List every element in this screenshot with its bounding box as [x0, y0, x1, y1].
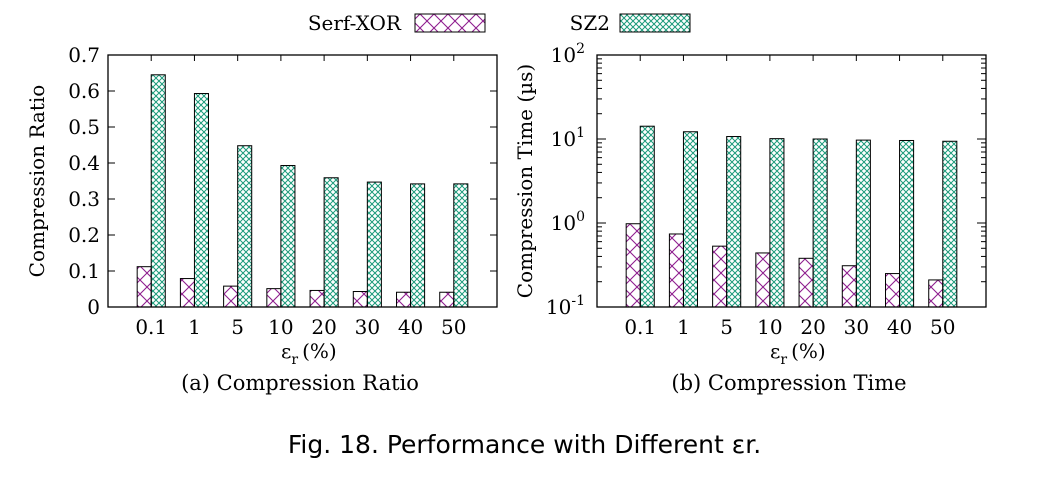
bar-sz2-30 — [366, 181, 382, 308]
y-tick-label-0-5: 0.5 — [68, 115, 100, 139]
bar-serf-xor-20 — [798, 257, 814, 308]
bar-serf-xor-10 — [755, 252, 771, 308]
bar-serf-xor-1 — [179, 278, 195, 308]
legend-label-serf-xor: Serf-XOR — [308, 11, 402, 35]
y-tick-label-0-1: 0.1 — [68, 259, 100, 283]
x-tick-labels: 0.1 1 5 10 20 30 40 50 — [624, 55, 956, 339]
y-tick-label-0-2: 0.2 — [68, 223, 100, 247]
y-tick-label-0-4: 0.4 — [68, 151, 100, 175]
x-tick-label-40: 40 — [887, 315, 912, 339]
plot-frame — [107, 54, 498, 308]
legend-swatch-serf-xor — [414, 13, 486, 33]
x-axis-label-subscript: r — [780, 352, 787, 368]
bars-group — [625, 125, 958, 308]
x-tick-label-50: 50 — [930, 315, 955, 339]
bar-sz2-1 — [193, 93, 209, 308]
bars-group — [136, 74, 469, 308]
x-tick-label-10: 10 — [268, 315, 293, 339]
svg-text:εr(%): εr (%) — [770, 339, 826, 368]
bar-serf-xor-1 — [668, 233, 684, 308]
x-axis-label-unit: (%) — [791, 339, 826, 363]
bar-sz2-50 — [453, 183, 469, 308]
y-tick-labels: 10-1 100 101 102 — [546, 41, 986, 319]
bar-serf-xor-50 — [928, 279, 944, 308]
y-tick-label-1e2: 102 — [551, 41, 585, 67]
bar-sz2-5 — [726, 136, 742, 308]
bar-sz2-0-1 — [639, 125, 655, 308]
x-tick-label-1: 1 — [677, 315, 690, 339]
bar-sz2-5 — [237, 145, 253, 308]
y-tick-label-1e-1: 10-1 — [546, 293, 585, 319]
bar-serf-xor-5 — [712, 245, 728, 308]
bar-serf-xor-50 — [439, 291, 455, 308]
x-axis-label-unit: (%) — [302, 339, 337, 363]
x-tick-label-40: 40 — [398, 315, 423, 339]
y-tick-label-0-7: 0.7 — [68, 43, 100, 67]
bar-serf-xor-30 — [841, 265, 857, 308]
x-tick-label-5: 5 — [231, 315, 244, 339]
bar-sz2-10 — [280, 165, 296, 308]
legend-swatch-sz2 — [619, 13, 691, 33]
y-axis-label: Compression Ratio — [25, 85, 49, 278]
y-tick-labels: 0 0.1 0.2 0.3 0.4 0.5 0.6 0.7 — [68, 43, 497, 319]
legend: Serf-XOR SZ2 — [308, 11, 691, 35]
bar-sz2-40 — [410, 183, 426, 308]
x-tick-label-20: 20 — [800, 315, 825, 339]
x-axis-label-symbol: ε — [770, 339, 780, 363]
bar-serf-xor-40 — [885, 273, 901, 308]
panel-caption: (b) Compression Time — [671, 371, 906, 395]
panel-compression-time: 10-1 100 101 102 0.1 1 5 10 20 30 40 50 Compressio… — [513, 41, 987, 395]
x-axis-label-subscript: r — [291, 352, 298, 368]
bar-sz2-20 — [812, 138, 828, 308]
x-axis-label-symbol: ε — [281, 339, 291, 363]
y-tick-label-0-6: 0.6 — [68, 79, 100, 103]
y-tick-label-1e0: 100 — [551, 209, 585, 235]
y-tick-label-1e1: 101 — [551, 125, 585, 151]
bar-serf-xor-0-1 — [625, 223, 641, 308]
figure-caption: Fig. 18. Performance with Different εr. — [287, 430, 762, 459]
panel-compression-ratio: 0 0.1 0.2 0.3 0.4 0.5 0.6 0.7 0.1 1 5 10 20 30 40 50 C… — [25, 43, 498, 395]
x-tick-label-1: 1 — [188, 315, 201, 339]
x-tick-label-30: 30 — [844, 315, 869, 339]
x-tick-label-10: 10 — [757, 315, 782, 339]
x-tick-label-20: 20 — [311, 315, 336, 339]
bar-sz2-50 — [942, 140, 958, 308]
plot-frame — [596, 54, 987, 308]
x-tick-label-30: 30 — [355, 315, 380, 339]
bar-sz2-30 — [855, 139, 871, 308]
x-axis-label: εr (%) — [281, 339, 337, 368]
bar-sz2-40 — [899, 139, 915, 308]
bar-serf-xor-20 — [309, 289, 325, 308]
bar-serf-xor-30 — [352, 291, 368, 308]
x-tick-labels: 0.1 1 5 10 20 30 40 50 — [135, 55, 467, 339]
x-tick-label-5: 5 — [720, 315, 733, 339]
svg-text:εr(%): εr (%) — [281, 339, 337, 368]
x-axis-label: εr (%) — [770, 339, 826, 368]
y-axis-label: Compression Time (µs) — [513, 64, 537, 298]
panel-caption: (a) Compression Ratio — [181, 371, 419, 395]
bar-sz2-0-1 — [150, 74, 166, 308]
x-tick-label-0-1: 0.1 — [624, 315, 656, 339]
x-tick-label-0-1: 0.1 — [135, 315, 167, 339]
bar-serf-xor-10 — [266, 288, 282, 308]
legend-label-sz2: SZ2 — [570, 11, 610, 35]
bar-serf-xor-0-1 — [136, 266, 152, 308]
bar-sz2-1 — [682, 131, 698, 308]
bar-sz2-10 — [769, 138, 785, 308]
y-tick-label-0: 0 — [87, 295, 100, 319]
y-tick-label-0-3: 0.3 — [68, 187, 100, 211]
bar-sz2-20 — [323, 177, 339, 308]
bar-serf-xor-5 — [223, 285, 239, 308]
x-tick-label-50: 50 — [441, 315, 466, 339]
bar-serf-xor-40 — [396, 291, 412, 308]
